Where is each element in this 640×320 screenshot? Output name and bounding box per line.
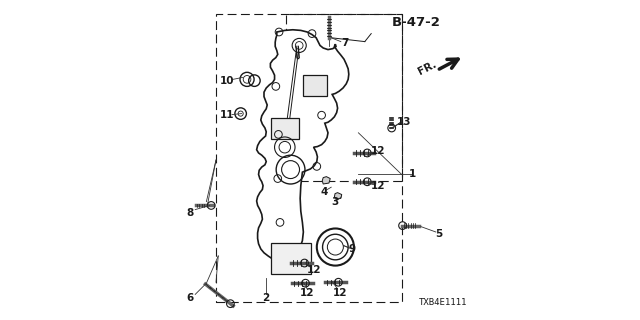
- Text: 8: 8: [187, 208, 194, 218]
- Text: 7: 7: [341, 38, 349, 48]
- Text: 12: 12: [300, 288, 314, 298]
- Bar: [271, 118, 298, 139]
- Bar: [287, 14, 402, 181]
- Bar: [303, 75, 328, 96]
- Polygon shape: [323, 177, 330, 184]
- Text: 10: 10: [220, 76, 234, 86]
- Text: 11: 11: [220, 110, 234, 120]
- Text: 2: 2: [262, 293, 269, 303]
- Polygon shape: [257, 30, 349, 260]
- Text: TXB4E1111: TXB4E1111: [419, 298, 467, 307]
- Text: FR.: FR.: [416, 59, 438, 77]
- Text: 5: 5: [435, 229, 442, 239]
- Bar: [216, 14, 402, 302]
- Text: 3: 3: [332, 197, 339, 207]
- Text: 13: 13: [397, 116, 411, 127]
- Text: 12: 12: [333, 288, 347, 298]
- Text: B-47-2: B-47-2: [392, 16, 441, 29]
- Text: 12: 12: [371, 180, 385, 191]
- Text: 9: 9: [348, 244, 356, 254]
- Text: 4: 4: [320, 187, 328, 197]
- Text: 12: 12: [371, 146, 385, 156]
- Bar: [271, 243, 312, 274]
- Text: 1: 1: [409, 169, 417, 180]
- Polygon shape: [334, 193, 342, 199]
- Text: 12: 12: [307, 265, 321, 276]
- Text: 6: 6: [187, 293, 194, 303]
